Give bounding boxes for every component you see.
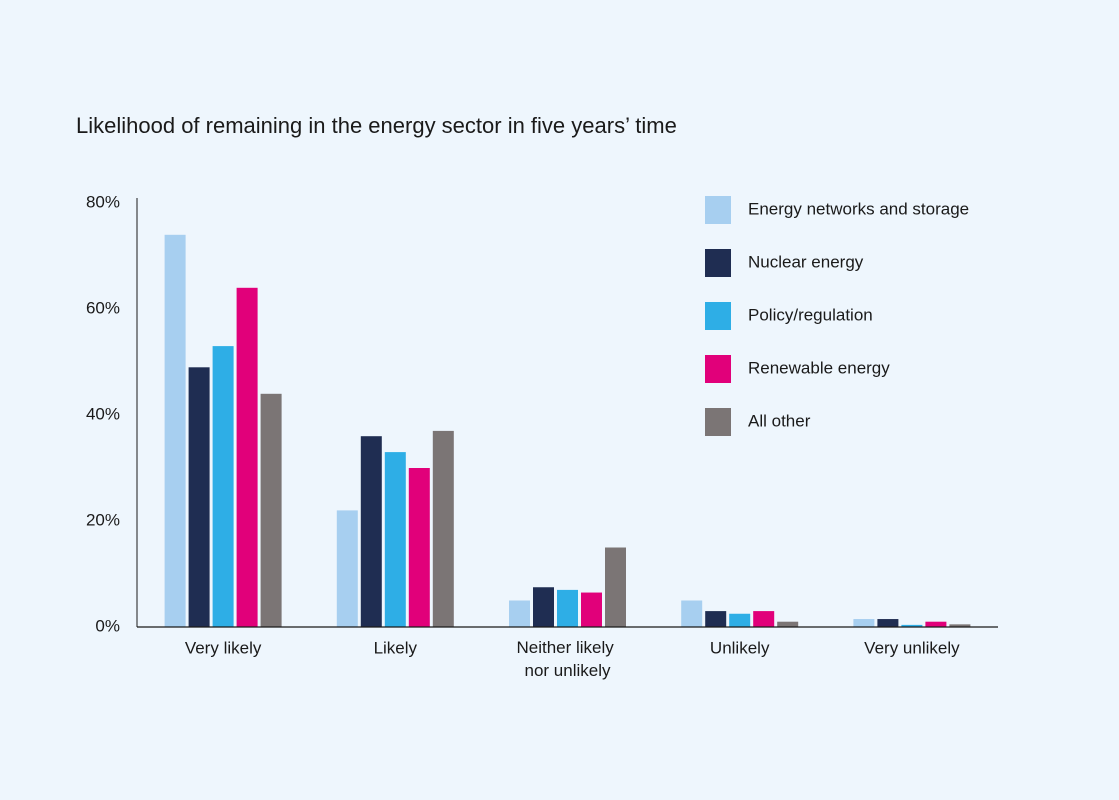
bar xyxy=(705,611,727,627)
y-tick-label: 0% xyxy=(95,616,120,635)
bar xyxy=(605,547,626,627)
x-tick-label-line: nor unlikely xyxy=(525,661,611,680)
bar xyxy=(509,600,530,627)
bar xyxy=(212,346,234,627)
bar xyxy=(408,468,430,627)
x-tick-label: Very likely xyxy=(185,638,262,657)
x-tick-label: Neither likely nor unlikely xyxy=(516,638,618,680)
x-tick-label: Very unlikely xyxy=(864,638,960,657)
y-tick-label: 80% xyxy=(86,192,120,211)
x-tick-label-line: Neither likely xyxy=(516,638,618,657)
bar xyxy=(164,234,186,628)
bar xyxy=(777,621,799,627)
bar xyxy=(557,589,578,627)
legend-label: Renewable energy xyxy=(748,358,890,377)
y-tick-label: 20% xyxy=(86,510,120,529)
legend-label: Nuclear energy xyxy=(748,252,864,271)
bar xyxy=(901,624,923,627)
bar xyxy=(925,621,947,627)
x-tick-label: Unlikely xyxy=(710,638,770,657)
y-tick-label: 40% xyxy=(86,404,120,423)
y-tick-label: 60% xyxy=(86,298,120,317)
bar xyxy=(188,367,210,627)
bar xyxy=(360,436,382,627)
legend-label: Energy networks and storage xyxy=(748,199,969,218)
legend-swatch xyxy=(705,249,731,277)
bar xyxy=(853,619,875,627)
bar xyxy=(432,430,454,627)
legend-label: All other xyxy=(748,411,811,430)
legend-swatch xyxy=(705,408,731,436)
bar xyxy=(581,592,602,627)
bar xyxy=(260,393,282,627)
bar xyxy=(877,619,899,627)
x-tick-label: Likely xyxy=(374,638,418,657)
bar xyxy=(681,600,703,627)
legend-label: Policy/regulation xyxy=(748,305,873,324)
bar xyxy=(384,452,406,627)
bar xyxy=(236,287,258,627)
legend-swatch xyxy=(705,355,731,383)
legend-swatch xyxy=(705,196,731,224)
bar xyxy=(533,587,554,627)
bar xyxy=(949,624,971,627)
legend-swatch xyxy=(705,302,731,330)
bar xyxy=(729,613,751,627)
chart-title: Likelihood of remaining in the energy se… xyxy=(76,113,677,138)
bar xyxy=(336,510,358,627)
bar xyxy=(753,611,775,627)
